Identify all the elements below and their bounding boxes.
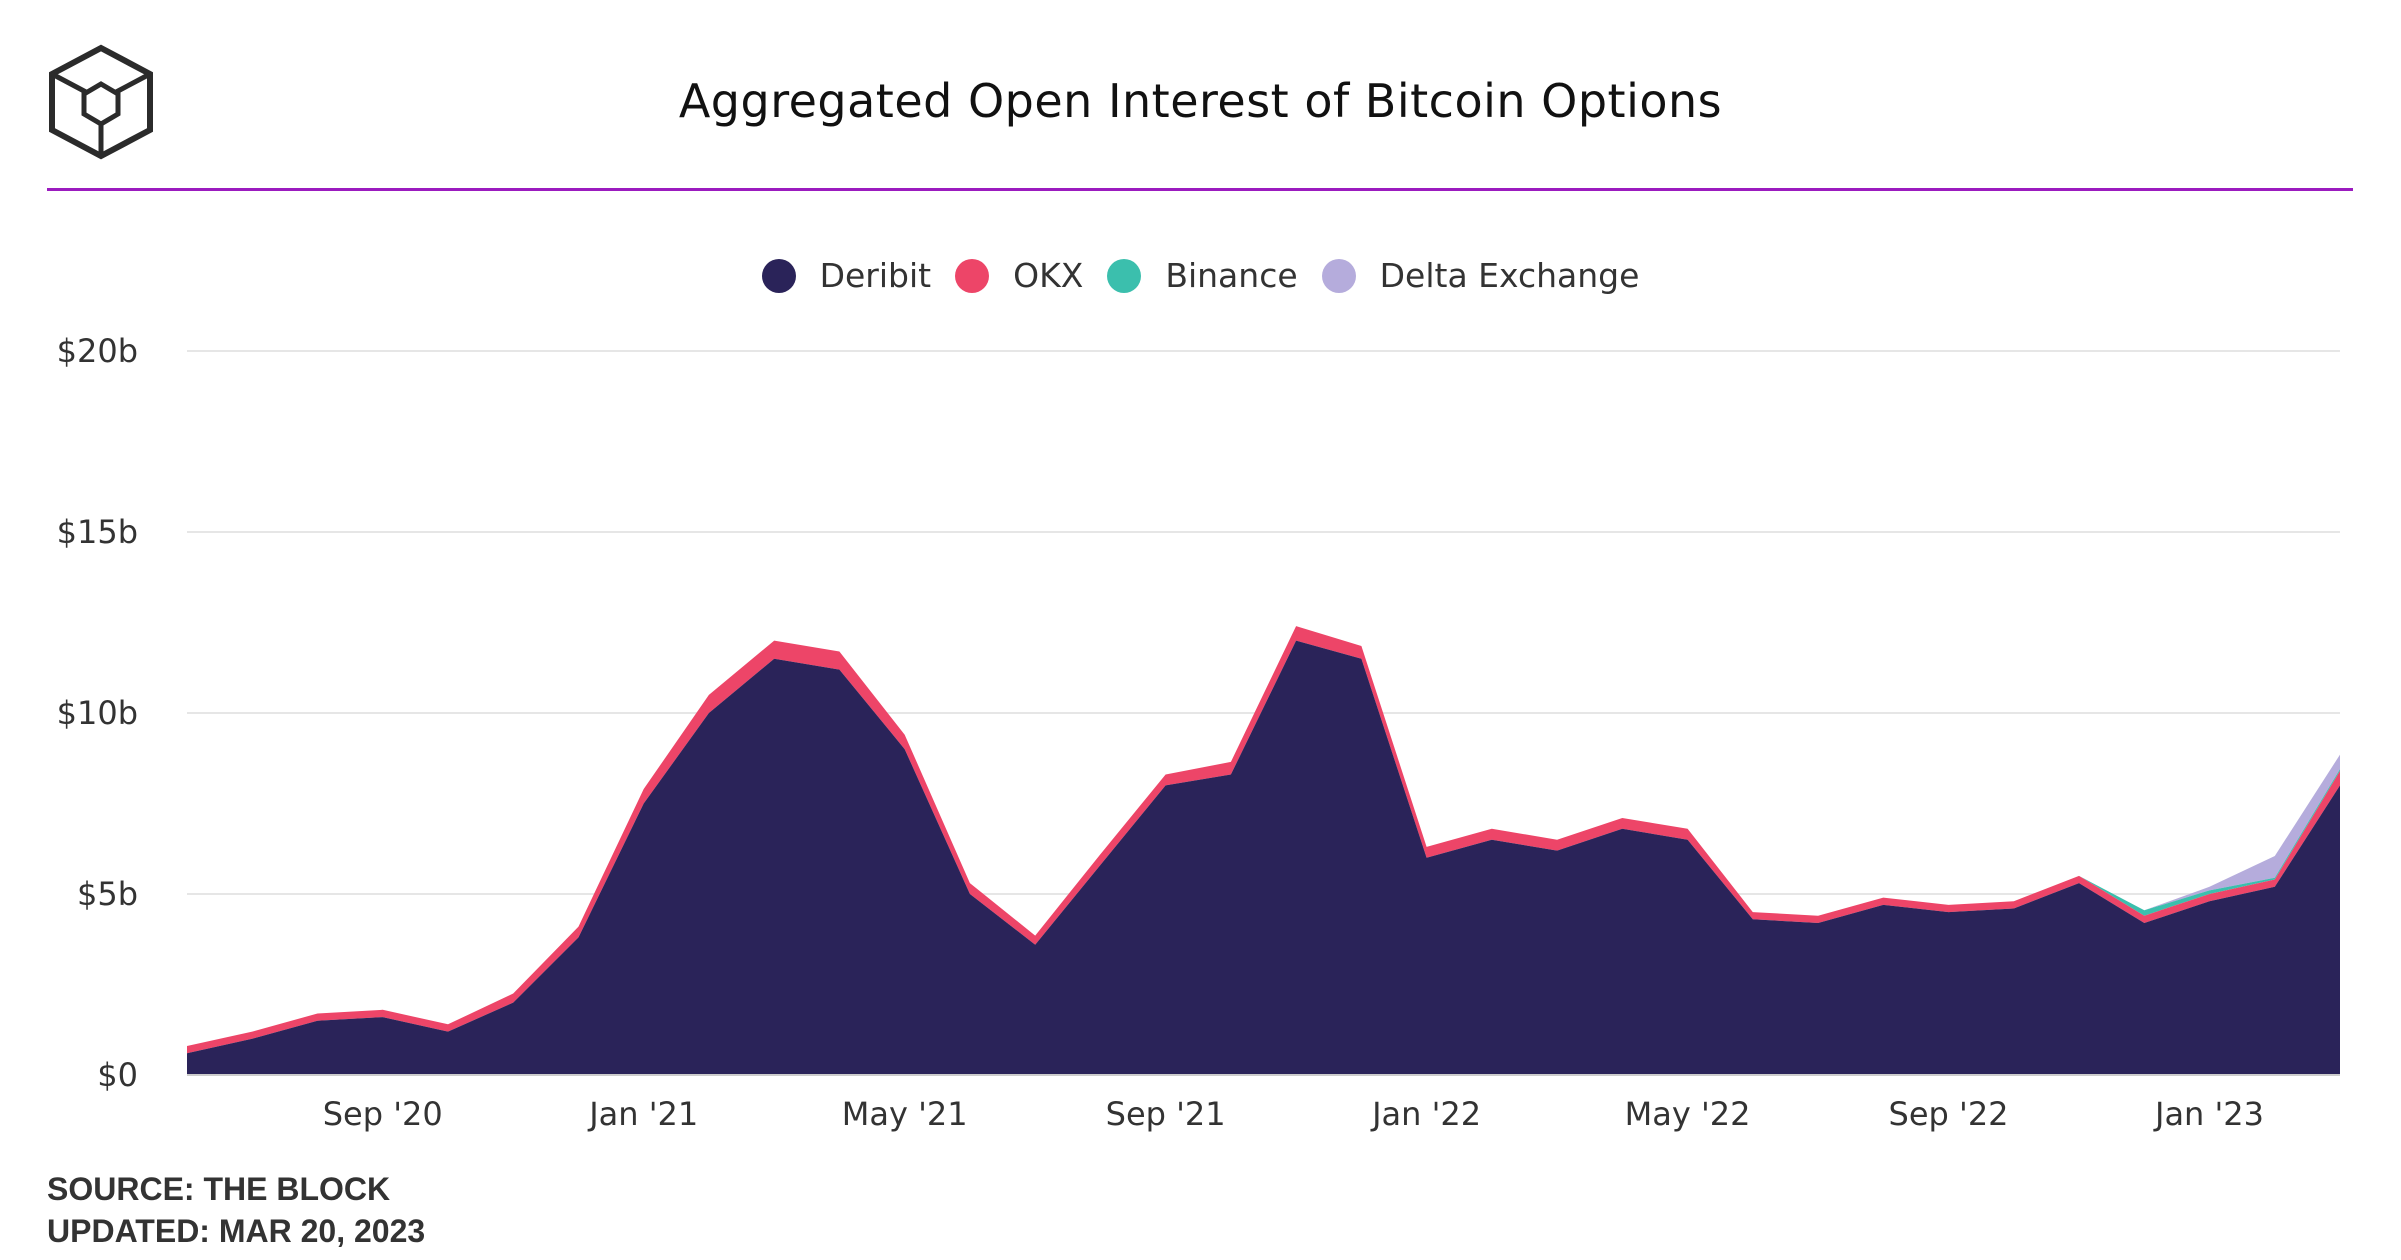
legend-item-okx[interactable]: OKX xyxy=(955,256,1083,295)
x-tick-label: Jan '22 xyxy=(1370,1095,1481,1133)
y-tick-label: $15b xyxy=(57,513,138,551)
area-chart: $0 $5b $10b $15b $20b Sep '20 Jan '21 May '21 Se… xyxy=(57,332,2340,1133)
source-note: SOURCE: THE BLOCK xyxy=(47,1171,391,1207)
x-tick-label: Sep '20 xyxy=(323,1095,443,1133)
x-tick-label: Jan '23 xyxy=(2153,1095,2264,1133)
y-tick-label: $0 xyxy=(97,1056,138,1094)
chart-title: Aggregated Open Interest of Bitcoin Opti… xyxy=(678,74,1723,128)
chart-header: Aggregated Open Interest of Bitcoin Opti… xyxy=(0,0,2401,192)
legend-label: OKX xyxy=(1013,256,1084,295)
title-divider xyxy=(47,188,2353,191)
legend-item-deribit[interactable]: Deribit xyxy=(761,256,932,295)
x-tick-label: Sep '21 xyxy=(1106,1095,1226,1133)
x-tick-label: May '22 xyxy=(1625,1095,1751,1133)
cube-logo-icon xyxy=(49,44,153,160)
y-tick-label: $20b xyxy=(57,332,138,370)
legend-label: Delta Exchange xyxy=(1379,256,1640,295)
legend-label: Deribit xyxy=(819,256,932,295)
legend-item-binance[interactable]: Binance xyxy=(1107,256,1298,295)
legend-swatch xyxy=(761,258,796,293)
legend-swatch xyxy=(1321,258,1356,293)
chart-footer: SOURCE: THE BLOCK UPDATED: MAR 20, 2023 xyxy=(47,1168,425,1252)
legend-label: Binance xyxy=(1165,256,1298,295)
series-area-deribit xyxy=(187,640,2340,1075)
chart-legend: Deribit OKX Binance Delta Exchange xyxy=(0,256,2401,295)
legend-swatch xyxy=(955,258,990,293)
legend-swatch xyxy=(1107,258,1142,293)
legend-item-delta-exchange[interactable]: Delta Exchange xyxy=(1321,256,1640,295)
x-tick-label: Jan '21 xyxy=(587,1095,698,1133)
x-tick-label: May '21 xyxy=(842,1095,968,1133)
y-tick-label: $10b xyxy=(57,694,138,732)
updated-note: UPDATED: MAR 20, 2023 xyxy=(47,1213,426,1249)
x-tick-label: Sep '22 xyxy=(1889,1095,2009,1133)
y-tick-label: $5b xyxy=(77,875,138,913)
